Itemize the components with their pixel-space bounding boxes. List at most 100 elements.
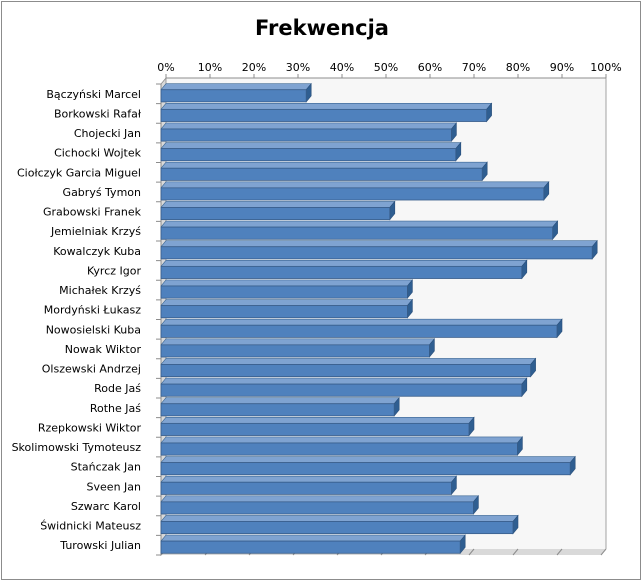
- category-label: Nowak Wiktor: [65, 343, 142, 356]
- x-tick-label: 70%: [462, 61, 486, 74]
- x-tick-label: 50%: [374, 61, 398, 74]
- x-tick-label: 60%: [418, 61, 442, 74]
- chart-title: Frekwencja: [255, 16, 389, 40]
- bar-front-face: [160, 305, 408, 319]
- bar-top-face: [160, 475, 458, 483]
- bar-front-face: [160, 403, 395, 417]
- bar: [160, 200, 396, 221]
- bar-front-face: [160, 265, 523, 279]
- bar: [160, 416, 475, 437]
- bar: [160, 436, 524, 456]
- bar: [160, 181, 550, 201]
- bar-front-face: [160, 246, 593, 260]
- bar-front-face: [160, 89, 307, 103]
- bar-front-face: [160, 167, 483, 181]
- x-tick-mark: [512, 548, 519, 556]
- category-label: Rothe Jaś: [90, 402, 141, 415]
- x-tick-label: 0%: [157, 61, 174, 74]
- bar-front-face: [160, 324, 558, 338]
- bar-top-face: [160, 377, 528, 385]
- bar-top-face: [160, 318, 563, 326]
- category-label: Cichocki Wojtek: [54, 147, 142, 160]
- bar-top-face: [160, 338, 436, 346]
- bar: [160, 377, 528, 398]
- bar: [160, 239, 598, 260]
- category-label: Szwarc Karol: [71, 500, 141, 513]
- category-label: Grabowski Franek: [43, 206, 142, 219]
- bar-front-face: [160, 344, 430, 358]
- category-label: Gabryś Tymon: [63, 186, 141, 199]
- x-tick-mark: [468, 548, 475, 556]
- bar-top-face: [160, 240, 598, 248]
- bar-front-face: [160, 501, 474, 515]
- bar-front-face: [160, 148, 457, 162]
- category-label: Sveen Jan: [87, 480, 141, 493]
- bar: [160, 141, 462, 162]
- bar-front-face: [160, 540, 461, 554]
- bar-top-face: [160, 358, 537, 365]
- x-tick-label: 20%: [242, 61, 266, 74]
- bar-top-face: [160, 103, 493, 110]
- category-label: Kyrcz Igor: [87, 264, 141, 277]
- bar-top-face: [160, 534, 466, 542]
- bar-front-face: [160, 285, 408, 299]
- bar: [160, 220, 559, 241]
- x-tick-mark: [600, 548, 607, 556]
- bar: [160, 514, 519, 535]
- category-label: Bączyński Marcel: [46, 88, 141, 101]
- bar-top-face: [160, 83, 312, 91]
- x-tick-label: 80%: [506, 61, 530, 74]
- bar: [160, 338, 436, 358]
- bar: [160, 122, 458, 142]
- bar: [160, 396, 400, 417]
- category-label: Rode Jaś: [94, 382, 141, 395]
- bar: [160, 357, 537, 378]
- x-tick-mark: [556, 548, 563, 556]
- category-label: Kowalczyk Kuba: [53, 245, 141, 258]
- category-label: Chojecki Jan: [74, 127, 141, 140]
- bar: [160, 455, 576, 476]
- bar-front-face: [160, 442, 518, 456]
- bar-front-face: [160, 422, 470, 436]
- x-tick-label: 40%: [330, 61, 354, 74]
- category-label: Turowski Julian: [59, 539, 141, 552]
- x-tick-label: 100%: [590, 61, 621, 74]
- category-label: Borkowski Rafał: [54, 107, 142, 120]
- bar-top-face: [160, 299, 414, 306]
- bar: [160, 475, 458, 496]
- bar-front-face: [160, 364, 532, 378]
- bar-top-face: [160, 220, 559, 228]
- bar-top-face: [160, 397, 400, 405]
- bar-front-face: [160, 108, 488, 122]
- bar: [160, 82, 312, 103]
- bar: [160, 102, 493, 123]
- category-label: Świdnicki Mateusz: [40, 520, 141, 533]
- category-label: Rzepkowski Wiktor: [38, 421, 142, 434]
- x-tick-label: 10%: [198, 61, 222, 74]
- category-label: Olszewski Andrzej: [42, 363, 141, 376]
- bar-front-face: [160, 226, 554, 240]
- bar-top-face: [160, 161, 488, 169]
- category-label: Nowosielski Kuba: [46, 323, 141, 336]
- bar-top-face: [160, 122, 458, 130]
- bar-top-face: [160, 515, 519, 522]
- bar-front-face: [160, 128, 452, 142]
- bar-top-face: [160, 279, 414, 287]
- bar-top-face: [160, 181, 550, 189]
- bar-front-face: [160, 481, 452, 495]
- bar-layer: [160, 82, 598, 555]
- category-label: Jemielniak Krzyś: [50, 225, 141, 238]
- bar-front-face: [160, 462, 571, 476]
- x-tick-label: 30%: [286, 61, 310, 74]
- bar-top-face: [160, 456, 576, 463]
- bar: [160, 495, 480, 515]
- bar-front-face: [160, 187, 545, 201]
- bar: [160, 318, 563, 339]
- category-label: Stańczak Jan: [71, 461, 141, 474]
- bar-front-face: [160, 207, 391, 221]
- bar: [160, 279, 414, 299]
- bar-top-face: [160, 260, 528, 267]
- bar-top-face: [160, 495, 480, 503]
- bar-top-face: [160, 436, 524, 444]
